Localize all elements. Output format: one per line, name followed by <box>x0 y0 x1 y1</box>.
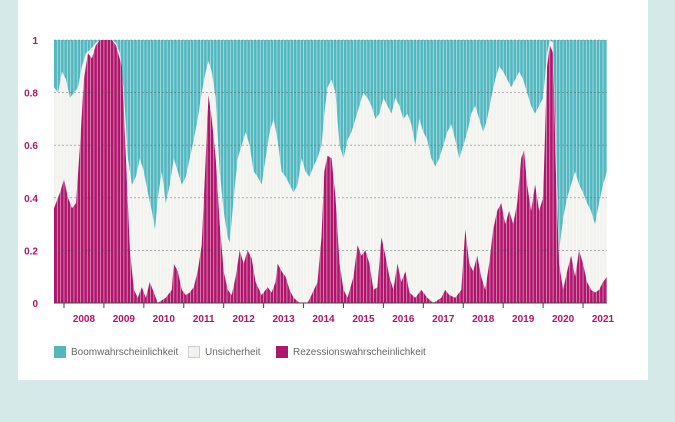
x-tick-label: 2012 <box>233 314 256 325</box>
y-tick-label: 1 <box>32 36 38 47</box>
column-separators <box>56 40 607 303</box>
x-tick-label: 2017 <box>432 314 455 325</box>
legend-swatch-boom <box>54 346 66 358</box>
x-tick-label: 2010 <box>153 314 176 325</box>
x-tick-label: 2021 <box>592 314 615 325</box>
y-tick-label: 0 <box>32 299 38 310</box>
gridlines <box>54 39 607 304</box>
legend-item-recession: Rezessionswahrscheinlichkeit <box>276 344 426 360</box>
legend-label-recession: Rezessionswahrscheinlichkeit <box>293 346 426 358</box>
y-tick-label: 0.4 <box>24 194 38 205</box>
legend-item-boom: Boomwahrscheinlichkeit <box>54 344 178 360</box>
x-tick-label: 2008 <box>73 314 96 325</box>
x-tick-label: 2016 <box>392 314 415 325</box>
x-tick-label: 2014 <box>312 314 335 325</box>
legend-swatch-recession <box>276 346 288 358</box>
x-tick-label: 2011 <box>193 314 215 325</box>
chart-panel: 0 0.2 0.4 0.6 0.8 1 2008 2009 2010 2011 2012 2013 2… <box>18 0 648 380</box>
legend-swatch-uncertainty <box>188 346 200 358</box>
x-tick-label: 2009 <box>113 314 136 325</box>
y-tick-label: 0.8 <box>24 89 38 100</box>
x-tick-label: 2019 <box>512 314 535 325</box>
probability-chart: 00.20.40.60.81 2008 2009 2010 2011 2012 2013 2… <box>24 36 615 325</box>
legend-item-uncertainty: Unsicherheit <box>188 344 261 360</box>
legend-label-boom: Boomwahrscheinlichkeit <box>71 346 179 358</box>
x-tick-label: 2015 <box>352 314 375 325</box>
y-tick-label: 0.6 <box>24 141 38 152</box>
x-tick-label: 2020 <box>552 314 575 325</box>
y-tick-label: 0.2 <box>24 246 38 257</box>
month-separators <box>56 40 607 303</box>
x-axis-ticks: 2008 2009 2010 2011 2012 2013 2014 2015 2016 2017… <box>63 303 615 325</box>
x-tick-label: 2018 <box>472 314 495 325</box>
legend-label-uncertainty: Unsicherheit <box>205 346 261 358</box>
y-axis-ticks: 0 0.2 0.4 0.6 0.8 1 <box>24 36 38 310</box>
x-tick-label: 2013 <box>272 314 295 325</box>
